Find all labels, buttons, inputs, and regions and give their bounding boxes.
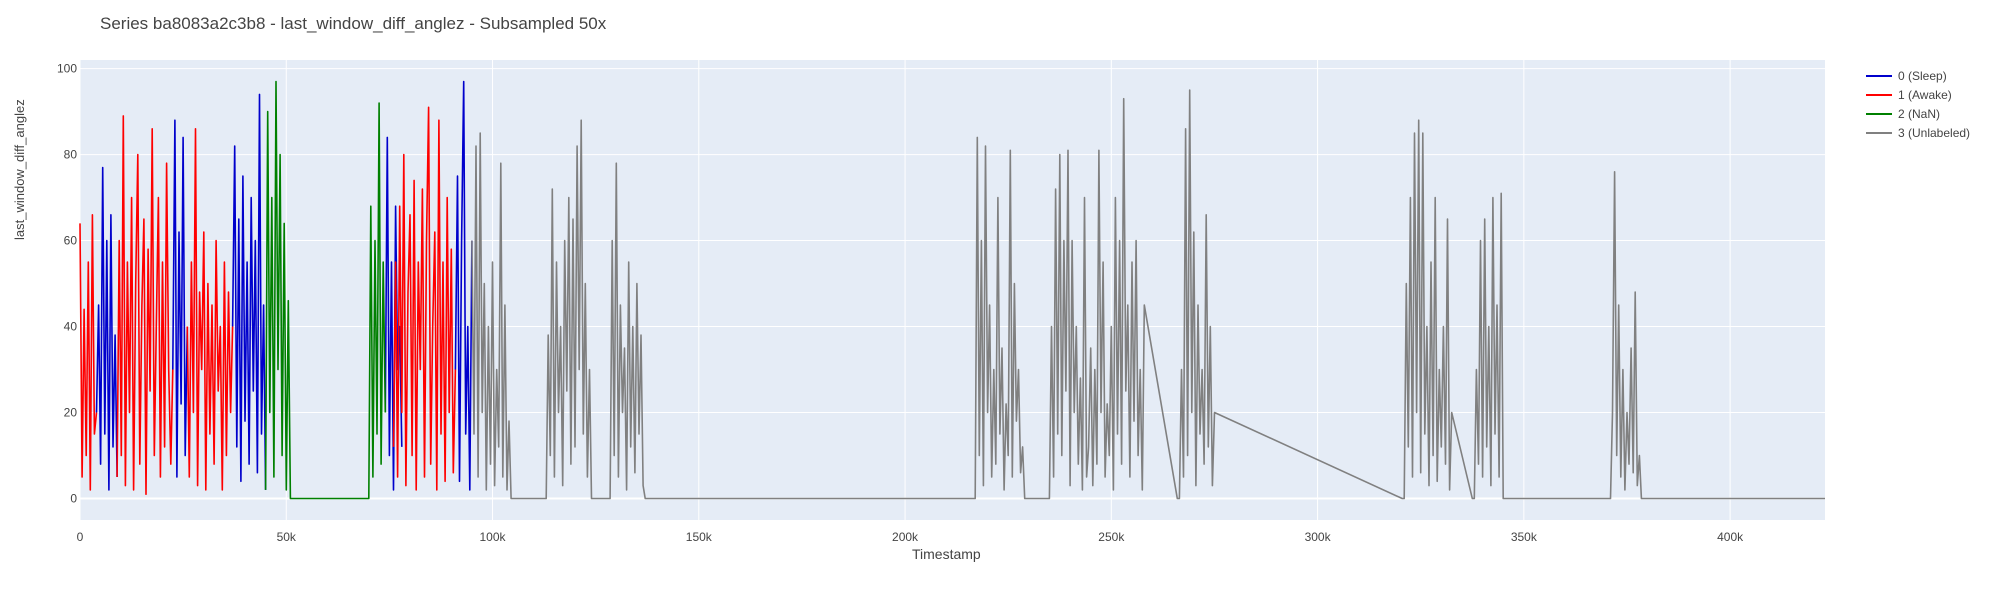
- series-line: [454, 80, 473, 491]
- y-tick-label: 40: [64, 320, 78, 334]
- series-1: [79, 106, 457, 496]
- y-tick-label: 20: [64, 406, 78, 420]
- y-tick-label: 100: [57, 62, 77, 76]
- series-line: [116, 115, 174, 496]
- x-tick-label: 300k: [1305, 530, 1332, 544]
- chart-title: Series ba8083a2c3b8 - last_window_diff_a…: [100, 14, 607, 33]
- series-line: [392, 106, 457, 491]
- x-tick-label: 250k: [1098, 530, 1125, 544]
- legend-label: 1 (Awake): [1898, 87, 1952, 102]
- legend-item[interactable]: 2 (NaN): [1866, 104, 1970, 123]
- x-tick-label: 350k: [1511, 530, 1538, 544]
- legend-label: 3 (Unlabeled): [1898, 125, 1971, 140]
- legend-label: 0 (Sleep): [1898, 68, 1947, 83]
- series-line: [95, 166, 118, 491]
- y-tick-label: 80: [64, 148, 78, 162]
- series-3: [471, 89, 1825, 500]
- legend: 0 (Sleep) 1 (Awake) 2 (NaN) 3 (Unlabeled): [1866, 66, 1970, 142]
- y-tick-label: 0: [70, 492, 77, 506]
- plot-area: [80, 60, 1825, 520]
- legend-swatch: [1866, 93, 1892, 96]
- x-axis-label: Timestamp: [912, 546, 981, 562]
- x-tick-label: 150k: [686, 530, 713, 544]
- series-layer: [79, 80, 1825, 500]
- legend-swatch: [1866, 74, 1892, 77]
- legend-swatch: [1866, 112, 1892, 115]
- series-line: [231, 93, 267, 490]
- series-line: [79, 214, 98, 491]
- y-tick-label: 60: [64, 234, 78, 248]
- x-tick-label: 0: [77, 530, 84, 544]
- legend-label: 2 (NaN): [1898, 106, 1941, 121]
- legend-item[interactable]: 0 (Sleep): [1866, 66, 1970, 85]
- x-tick-label: 100k: [480, 530, 507, 544]
- series-line: [186, 128, 234, 491]
- legend-item[interactable]: 3 (Unlabeled): [1866, 123, 1970, 142]
- series-line: [172, 119, 189, 478]
- legend-swatch: [1866, 131, 1892, 134]
- series-line: [471, 89, 1825, 500]
- legend-item[interactable]: 1 (Awake): [1866, 85, 1970, 104]
- series-line: [264, 80, 387, 500]
- x-tick-label: 400k: [1717, 530, 1744, 544]
- x-tick-label: 50k: [277, 530, 297, 544]
- tick-layer: 0 50k 100k 150k 200k 250k 300k 350k 400k 0 20 40 60 8…: [57, 62, 1744, 544]
- x-tick-label: 200k: [892, 530, 919, 544]
- y-axis-label: last_window_diff_anglez: [12, 99, 27, 240]
- series-2: [264, 80, 387, 500]
